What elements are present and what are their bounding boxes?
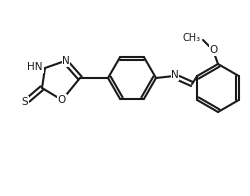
Text: HN: HN [28,62,43,72]
Text: O: O [58,95,66,105]
Text: N: N [62,56,70,66]
Text: CH₃: CH₃ [182,33,200,43]
Text: O: O [209,45,217,55]
Text: N: N [170,70,178,80]
Text: S: S [22,97,28,107]
